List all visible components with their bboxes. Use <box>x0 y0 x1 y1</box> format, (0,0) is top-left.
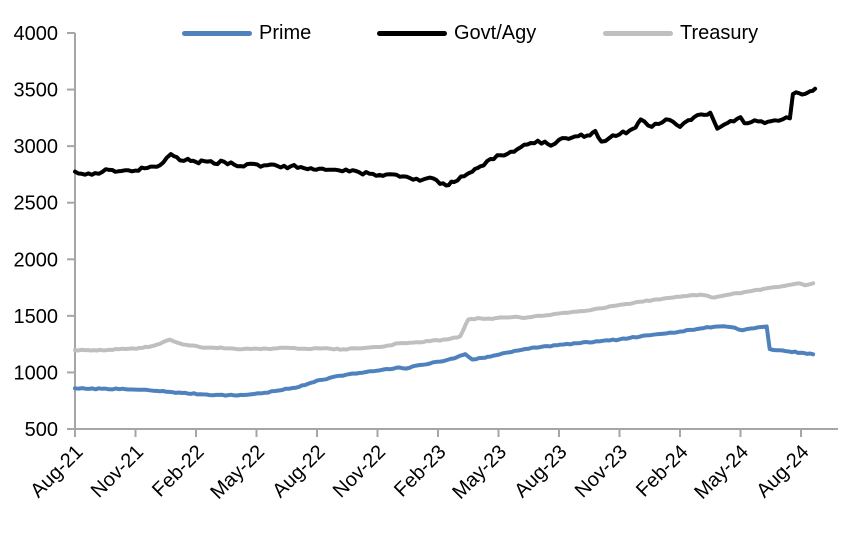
x-tick-label: Aug-22 <box>268 441 329 502</box>
x-tick-label: May-24 <box>690 441 753 504</box>
x-tick-label: Feb-23 <box>390 441 450 501</box>
x-tick-label: Feb-24 <box>632 441 692 501</box>
x-tick-label: Nov-21 <box>87 441 148 502</box>
y-tick-label: 2000 <box>14 249 59 271</box>
y-tick-label: 4000 <box>14 23 59 45</box>
y-tick-label: 2500 <box>14 193 59 215</box>
legend-item-govt-agy: Govt/Agy <box>377 21 536 45</box>
prime-line-swatch <box>182 30 252 36</box>
series-line-prime <box>73 324 816 398</box>
legend-label-govt-agy: Govt/Agy <box>454 22 537 44</box>
x-tick-label: Aug-21 <box>26 441 87 502</box>
x-tick-label: Feb-22 <box>148 441 208 501</box>
x-tick-label: May-22 <box>206 441 269 504</box>
y-tick-label: 3000 <box>14 136 59 158</box>
y-tick-label: 1000 <box>14 362 59 384</box>
series-line-govt-agy <box>73 86 818 188</box>
y-tick-label: 3500 <box>14 80 59 102</box>
series-line-treasury <box>73 281 816 353</box>
x-tick-label: May-23 <box>448 441 511 504</box>
y-tick-label: 500 <box>25 419 58 441</box>
legend-label-treasury: Treasury <box>680 22 759 44</box>
x-tick-label: Aug-24 <box>752 441 813 502</box>
legend-item-prime: Prime <box>182 21 311 45</box>
y-tick-label: 1500 <box>14 306 59 328</box>
x-tick-label: Nov-23 <box>571 441 632 502</box>
chart-legend: Prime Govt/Agy Treasury <box>0 0 852 46</box>
x-tick-label: Nov-22 <box>329 441 390 502</box>
legend-label-prime: Prime <box>259 22 312 44</box>
x-tick-label: Aug-23 <box>510 441 571 502</box>
govt-agy-line-swatch <box>377 30 447 36</box>
legend-item-treasury: Treasury <box>603 21 758 45</box>
treasury-line-swatch <box>603 30 673 36</box>
